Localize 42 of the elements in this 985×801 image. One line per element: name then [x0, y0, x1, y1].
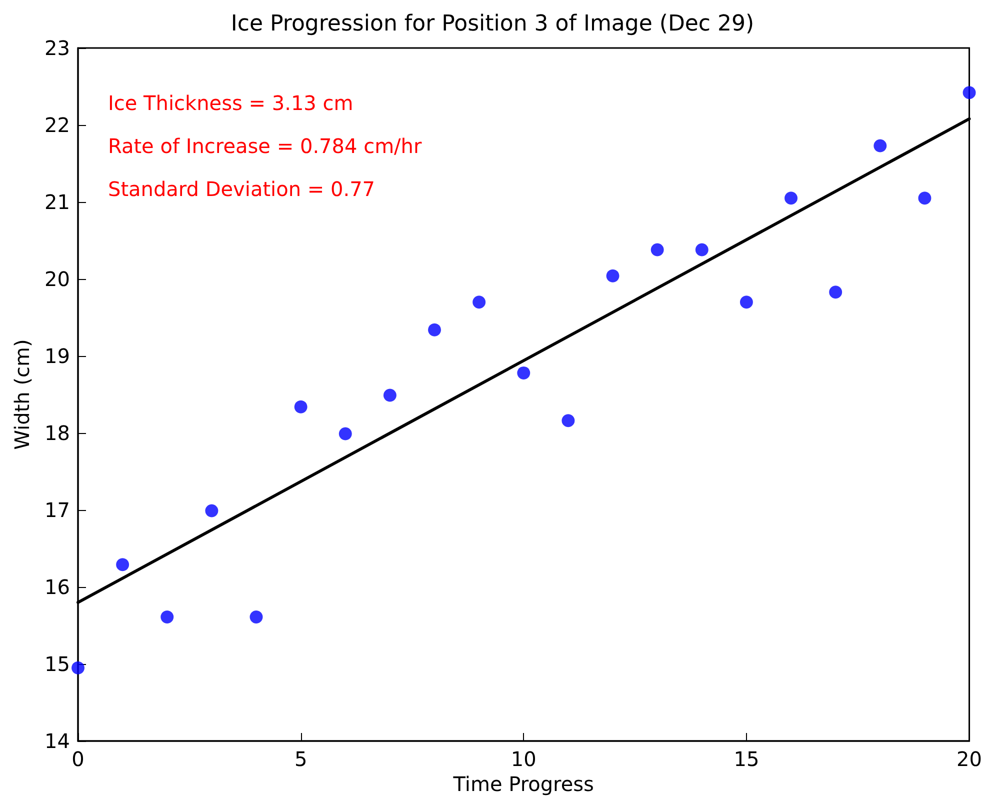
point	[250, 610, 263, 624]
point	[606, 269, 620, 282]
point	[918, 192, 932, 205]
point	[740, 296, 753, 309]
annotation: Standard Deviation = 0.77	[108, 177, 376, 201]
x-tick-label: 10	[510, 747, 536, 771]
y-tick-label: 23	[44, 36, 70, 60]
point	[695, 243, 708, 256]
y-tick-label: 18	[44, 421, 70, 445]
y-tick-label: 21	[44, 190, 70, 214]
point	[472, 296, 486, 309]
x-tick-label: 15	[734, 747, 760, 771]
point	[428, 323, 442, 336]
point	[650, 243, 664, 256]
point	[160, 610, 174, 624]
y-tick-label: 15	[44, 652, 70, 676]
point	[562, 414, 575, 428]
point	[72, 661, 84, 674]
x-tick-label: 20	[956, 747, 982, 771]
y-tick-label: 16	[44, 575, 70, 599]
y-tick-label: 17	[44, 498, 70, 522]
x-tick-label: 5	[294, 747, 308, 771]
y-tick-label: 20	[44, 267, 70, 291]
annotation: Rate of Increase = 0.784 cm/hr	[108, 134, 422, 158]
point	[874, 139, 887, 152]
point	[338, 427, 352, 440]
point	[829, 286, 842, 299]
x-axis-title: Time Progress	[452, 772, 594, 796]
point	[517, 366, 530, 380]
point	[205, 504, 218, 518]
x-tick-label: 0	[72, 747, 84, 771]
point	[294, 400, 308, 414]
y-tick-label: 14	[44, 729, 70, 753]
annotation: Ice Thickness = 3.13 cm	[108, 91, 354, 115]
point	[116, 558, 130, 572]
chart-title: Ice Progression for Position 3 of Image (Dec 29)	[230, 12, 754, 36]
point	[962, 86, 976, 100]
y-axis-title: Width (cm)	[10, 339, 34, 450]
y-tick-label: 19	[44, 344, 70, 368]
point	[784, 192, 798, 205]
y-tick-label: 22	[44, 113, 70, 137]
point	[383, 388, 396, 402]
